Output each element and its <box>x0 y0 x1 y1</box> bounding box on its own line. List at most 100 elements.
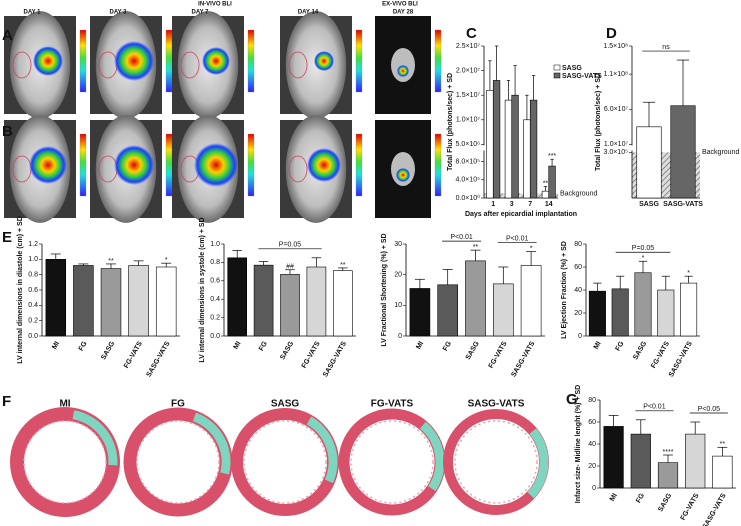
color-scale <box>79 29 87 93</box>
legend-swatch <box>553 64 561 71</box>
bracket-label: P=0.05 <box>279 242 301 249</box>
y-axis-title: LV internal dimensions in systole (cm) +… <box>199 217 206 362</box>
x-tick-label: MI <box>593 340 603 350</box>
y-tick-label: 1.0×10⁷ <box>604 141 629 148</box>
y-tick-label: 0.2 <box>210 314 220 321</box>
x-tick-label: SASG-VATS <box>702 492 728 526</box>
axis-break <box>480 145 560 151</box>
background-label: Background <box>560 190 597 197</box>
y-tick-label: 0.4 <box>210 296 220 303</box>
bar <box>100 268 122 337</box>
x-tick-label: SASG-VATS <box>668 340 694 378</box>
x-tick-label: FG-VATS <box>301 340 322 369</box>
bar <box>611 288 629 337</box>
x-tick-label: MI <box>51 340 61 350</box>
roi-circle <box>288 51 308 79</box>
bar <box>504 99 513 199</box>
y-tick-label: 1.5×10⁸ <box>603 43 628 50</box>
y-axis-title: Infarct size- Midline lenght (%) + SD <box>575 385 582 503</box>
histology-label: SASG <box>271 399 300 410</box>
x-tick-label: FG-VATS <box>680 492 701 521</box>
color-scale <box>247 133 255 197</box>
y-axis-title: Total Flux (photons/sec) + SD <box>447 73 454 171</box>
x-tick-label: FG <box>635 492 646 504</box>
y-tick-label: 1.0×10⁷ <box>456 117 481 124</box>
x-tick-label: 3 <box>510 201 514 208</box>
bar <box>332 270 353 337</box>
significance-mark: ** <box>340 262 346 269</box>
signal-blob <box>307 148 341 182</box>
panel-letter: A <box>2 27 13 44</box>
x-tick-label: MI <box>415 340 425 350</box>
y-tick-label: 1.0 <box>210 241 220 248</box>
x-tick-label: MI <box>233 340 243 350</box>
x-tick-label: 1 <box>491 201 495 208</box>
day-label: DAY 14 <box>298 10 319 16</box>
signal-blob <box>114 145 154 185</box>
bar <box>670 105 696 199</box>
bar <box>680 282 698 337</box>
fibrosis <box>232 409 338 515</box>
x-tick-label: MI <box>609 492 619 502</box>
axis-break <box>628 145 702 151</box>
bar <box>437 284 459 337</box>
bar <box>409 288 431 337</box>
y-axis-title: LV internal dimensions in diastole (cm) … <box>17 216 24 363</box>
x-tick-label: SASG <box>465 340 481 361</box>
y-axis-title: Total Flux (photons/sec) + SD <box>595 73 602 171</box>
significance-mark: * <box>642 255 645 262</box>
x-tick-label: 14 <box>545 201 553 208</box>
significance-mark: ** <box>108 258 114 265</box>
y-tick-label: 0 <box>592 485 596 492</box>
in-vivo-header: IN-VIVO BLI <box>198 2 232 8</box>
panel-letter: B <box>2 123 13 140</box>
bar <box>634 272 652 337</box>
y-tick-label: 0.0×10⁰ <box>456 194 481 202</box>
bar <box>603 426 624 489</box>
fibrosis <box>12 409 118 515</box>
legend-label: SASG <box>562 65 582 72</box>
panel-letter: C <box>466 25 477 42</box>
signal-blob <box>114 41 154 81</box>
background-band <box>484 193 558 198</box>
bar <box>511 94 519 199</box>
color-scale <box>247 29 255 93</box>
y-tick-label: 20 <box>574 310 582 317</box>
y-tick-label: 1.1×10⁸ <box>603 71 628 78</box>
bar <box>657 462 679 489</box>
x-axis-title: Days after epicardial implantation <box>465 211 577 218</box>
y-tick-label: 4.0×10⁵ <box>455 177 480 184</box>
y-tick-label: 2.5×10⁷ <box>456 43 481 50</box>
histology-label: FG-VATS <box>371 399 414 410</box>
x-tick-label: FG <box>442 340 453 352</box>
y-tick-label: 80 <box>574 241 582 248</box>
significance-mark: ** <box>543 180 549 187</box>
panel-letter: F <box>2 393 11 410</box>
color-scale <box>165 29 173 93</box>
y-tick-label: 0.6 <box>210 278 220 285</box>
x-tick-label: SASG-VATS <box>322 340 348 378</box>
y-tick-label: 30 <box>394 241 402 248</box>
bracket-label: P<0.05 <box>698 406 720 413</box>
bar <box>486 89 494 199</box>
tissue-texture <box>350 420 434 504</box>
y-tick-label: 40 <box>588 441 596 448</box>
histology-label: MI <box>59 399 70 410</box>
y-tick-label: 20 <box>394 272 402 279</box>
bar <box>657 289 675 337</box>
significance-mark: *** <box>548 153 556 160</box>
bracket-label: P<0.01 <box>506 236 528 243</box>
bar <box>492 80 501 199</box>
y-tick-label: 5.0×10⁶ <box>456 141 481 148</box>
x-tick-label: FG-VATS <box>650 340 671 369</box>
bracket-label: ns <box>662 44 670 51</box>
signal-blob <box>194 143 238 187</box>
day-label: DAY 7 <box>191 10 209 16</box>
y-tick-label: 60 <box>588 419 596 426</box>
ex-vivo-header: EX-VIVO BLI <box>382 2 418 8</box>
signal-blob <box>397 65 409 77</box>
bar <box>523 119 531 199</box>
panel-letter: G <box>566 391 578 408</box>
x-tick-label: FG <box>615 340 626 352</box>
x-tick-label: FG-VATS <box>123 340 144 369</box>
